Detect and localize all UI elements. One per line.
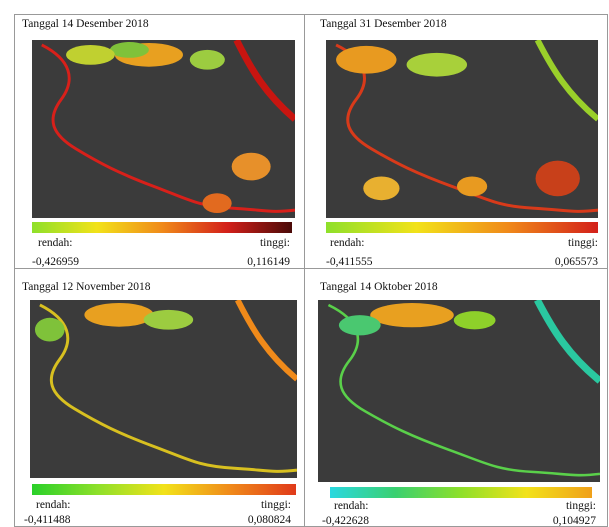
high-label: tinggi: — [261, 499, 291, 511]
high-label: tinggi: — [566, 500, 596, 512]
panel-title: Tanggal 12 November 2018 — [22, 281, 151, 293]
panel-title: Tanggal 14 Desember 2018 — [22, 18, 149, 30]
low-label: rendah: — [334, 500, 368, 512]
map — [326, 40, 598, 218]
color-bar — [32, 484, 296, 495]
panel-title: Tanggal 31 Desember 2018 — [320, 18, 447, 30]
page: Tanggal 14 Desember 2018 rendah: -0,4269… — [0, 0, 609, 527]
low-value: -0,422628 — [322, 515, 369, 527]
low-value: -0,411555 — [326, 256, 373, 268]
color-bar — [330, 487, 592, 498]
high-label: tinggi: — [568, 237, 598, 249]
map — [30, 300, 297, 478]
high-label: tinggi: — [260, 237, 290, 249]
high-value: 0,065573 — [555, 256, 598, 268]
low-value: -0,411488 — [24, 514, 71, 526]
high-value: 0,080824 — [248, 514, 291, 526]
map — [318, 300, 600, 482]
high-value: 0,116149 — [247, 256, 290, 268]
low-label: rendah: — [36, 499, 70, 511]
low-value: -0,426959 — [32, 256, 79, 268]
low-label: rendah: — [330, 237, 364, 249]
map — [32, 40, 295, 218]
high-value: 0,104927 — [553, 515, 596, 527]
color-bar — [32, 222, 292, 233]
panel-title: Tanggal 14 Oktober 2018 — [320, 281, 438, 293]
color-bar — [326, 222, 598, 233]
low-label: rendah: — [38, 237, 72, 249]
